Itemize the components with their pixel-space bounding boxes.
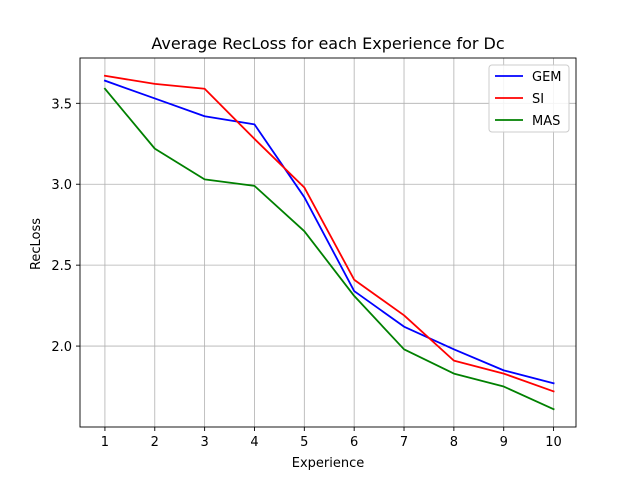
y-tick-label: 3.5: [51, 97, 72, 112]
x-tick-label: 7: [400, 435, 408, 450]
x-tick-label: 8: [450, 435, 458, 450]
x-tick-label: 5: [300, 435, 308, 450]
series-line-gem: [103, 79, 555, 385]
chart-title: Average RecLoss for each Experience for …: [151, 34, 504, 53]
x-tick-label: 9: [500, 435, 508, 450]
x-tick-label: 4: [250, 435, 258, 450]
x-tick-label: 6: [350, 435, 358, 450]
legend-label-si: SI: [532, 92, 544, 107]
series-line-si: [103, 74, 555, 393]
x-tick-label: 2: [151, 435, 159, 450]
x-tick-label: 3: [200, 435, 208, 450]
series-line-mas: [103, 87, 555, 411]
x-tick-label: 1: [101, 435, 109, 450]
legend: GEM SI MAS: [488, 64, 570, 133]
legend-label-gem: GEM: [532, 70, 562, 85]
x-tick-label: 10: [545, 435, 562, 450]
plot-frame: [79, 57, 577, 428]
legend-label-mas: MAS: [532, 114, 560, 129]
x-axis-label: Experience: [292, 456, 365, 471]
y-tick-label: 3.0: [51, 178, 72, 193]
y-axis-label: RecLoss: [29, 218, 44, 270]
y-tick-label: 2.5: [51, 259, 72, 274]
y-tick-label: 2.0: [51, 340, 72, 355]
legend-box: [488, 64, 570, 133]
